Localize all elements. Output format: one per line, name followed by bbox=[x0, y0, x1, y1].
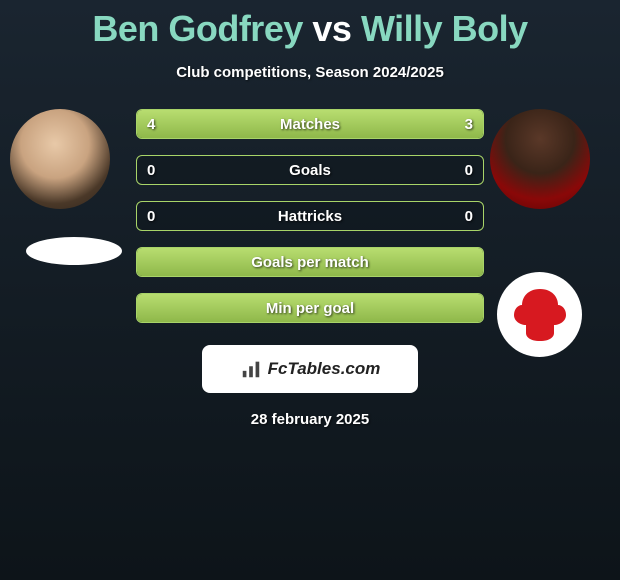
stat-label: Goals per match bbox=[137, 254, 483, 271]
stat-row: 43Matches bbox=[136, 109, 484, 139]
stat-row: Goals per match bbox=[136, 247, 484, 277]
stat-row: 00Goals bbox=[136, 155, 484, 185]
stat-label: Min per goal bbox=[137, 300, 483, 317]
subtitle: Club competitions, Season 2024/2025 bbox=[0, 64, 620, 81]
stat-row: Min per goal bbox=[136, 293, 484, 323]
player1-name: Ben Godfrey bbox=[92, 8, 303, 49]
stat-bars: 43Matches 00Goals 00Hattricks Goals per mat… bbox=[136, 109, 484, 323]
stat-label: Hattricks bbox=[137, 208, 483, 225]
player1-avatar bbox=[10, 109, 110, 209]
player2-club-badge bbox=[497, 272, 582, 357]
snapshot-date: 28 february 2025 bbox=[0, 411, 620, 428]
player1-club-badge bbox=[26, 237, 122, 265]
player2-avatar bbox=[490, 109, 590, 209]
vs-text: vs bbox=[312, 8, 351, 49]
stat-row: 00Hattricks bbox=[136, 201, 484, 231]
player2-name: Willy Boly bbox=[361, 8, 528, 49]
source-brand: FcTables.com bbox=[268, 359, 381, 379]
stat-label: Goals bbox=[137, 162, 483, 179]
chart-icon bbox=[240, 358, 262, 380]
comparison-arena: 43Matches 00Goals 00Hattricks Goals per mat… bbox=[0, 109, 620, 323]
comparison-title: Ben Godfrey vs Willy Boly bbox=[0, 0, 620, 50]
source-badge: FcTables.com bbox=[202, 345, 418, 393]
stat-label: Matches bbox=[137, 116, 483, 133]
forest-logo-icon bbox=[508, 283, 572, 347]
